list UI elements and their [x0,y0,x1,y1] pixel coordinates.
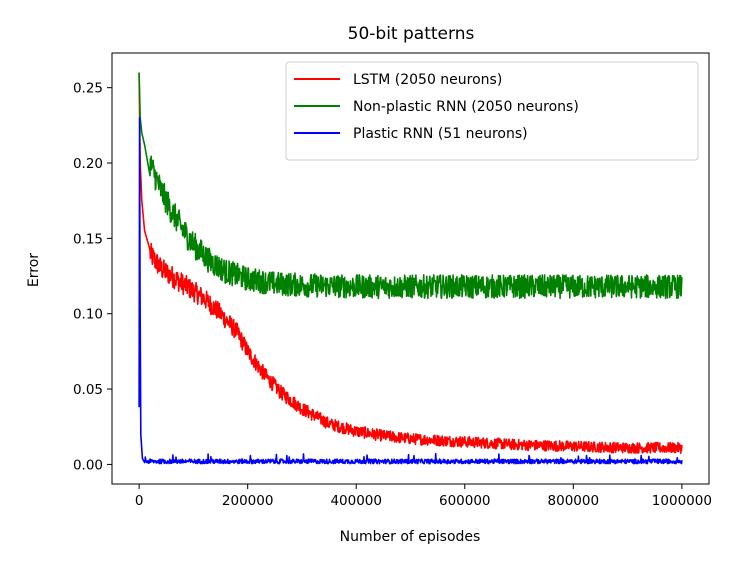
x-tick-label: 1000000 [652,493,712,509]
series-line-2 [138,117,683,465]
legend-box [285,61,699,161]
x-tick-label: 400000 [330,493,382,509]
x-tick-label: 800000 [548,493,600,509]
series-layer [138,72,683,465]
legend: LSTM (2050 neurons) Non-plastic RNN (2050… [285,61,699,161]
y-axis-label: Error [26,253,42,287]
x-axis-label: Number of episodes [340,529,481,545]
plot-frame [111,52,710,485]
series-line-1 [138,72,683,300]
legend-label: Non-plastic RNN (2050 neurons) [353,99,579,115]
x-axis: 0 200000 400000 600000 800000 1000000 [135,484,712,509]
legend-label: Plastic RNN (51 neurons) [353,126,528,142]
x-tick-label: 600000 [439,493,491,509]
y-tick-label: 0.05 [73,382,103,398]
y-tick-label: 0.10 [73,307,103,323]
chart-title: 50-bit patterns [348,24,475,44]
y-tick-label: 0.25 [73,81,103,97]
y-axis: 0.00 0.05 0.10 0.15 0.20 0.25 [73,81,112,473]
y-tick-label: 0.20 [73,156,103,172]
legend-label: LSTM (2050 neurons) [353,72,502,88]
y-tick-label: 0.15 [73,231,103,247]
series-line-0 [138,72,683,454]
x-tick-label: 200000 [222,493,274,509]
x-tick-label: 0 [135,493,144,509]
y-tick-label: 0.00 [73,457,103,473]
